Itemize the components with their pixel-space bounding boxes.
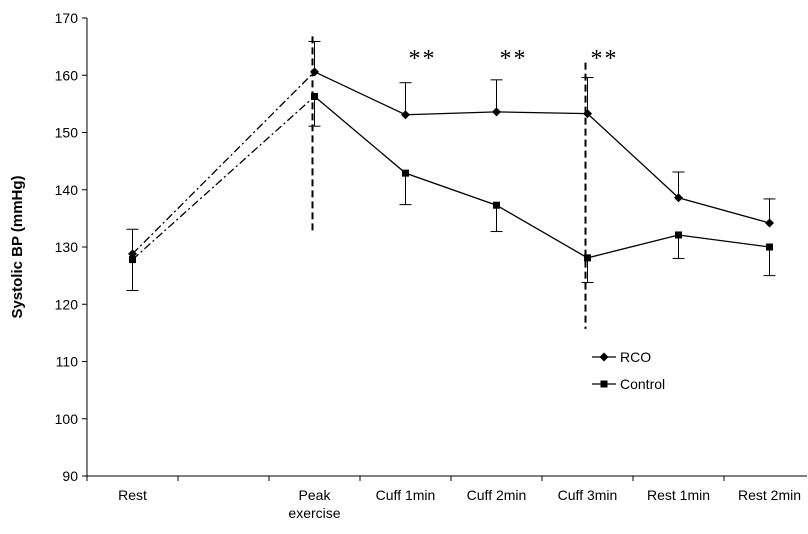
x-tick-label: Rest 2min: [738, 487, 801, 503]
y-tick-label: 140: [55, 182, 79, 198]
legend-label: Control: [620, 376, 665, 392]
y-tick-label: 100: [55, 411, 79, 427]
series-line-control: [314, 95, 770, 259]
rest-to-peak-connector: [132, 71, 315, 255]
data-point-rco: [674, 193, 683, 203]
x-tick-label: Peak: [299, 487, 332, 503]
x-tick-label: exercise: [288, 505, 340, 521]
legend-marker: [600, 380, 608, 388]
series-line-rco: [314, 71, 770, 224]
y-tick-label: 90: [62, 468, 78, 484]
legend-label: RCO: [620, 349, 651, 365]
y-tick-label: 150: [55, 125, 79, 141]
data-point-control: [675, 231, 682, 239]
data-point-rco: [765, 218, 774, 228]
y-axis-title: Systolic BP (mmHg): [9, 175, 26, 318]
rest-to-peak-connector: [132, 95, 315, 261]
data-point-rco: [401, 110, 410, 120]
data-point-rco: [492, 107, 501, 117]
significance-annotation: **: [591, 46, 619, 72]
data-point-control: [493, 201, 500, 209]
y-tick-label: 130: [55, 239, 79, 255]
x-tick-label: Cuff 2min: [467, 487, 527, 503]
plot-area: 90 100 110 120 130 140 150 160 170 Rest Peak exerci…: [9, 10, 807, 521]
x-tick-label: Rest: [118, 487, 147, 503]
data-point-control: [766, 243, 773, 251]
data-point-rco: [583, 109, 592, 119]
data-point-rco: [310, 67, 319, 77]
significance-annotation: **: [500, 46, 528, 72]
x-tick-label: Cuff 3min: [558, 487, 618, 503]
y-tick-label: 120: [55, 296, 79, 312]
significance-annotation: **: [409, 46, 437, 72]
y-tick-label: 170: [55, 10, 79, 26]
data-point-control: [129, 256, 136, 264]
y-tick-label: 160: [55, 67, 79, 83]
x-tick-label: Cuff 1min: [376, 487, 436, 503]
data-point-control: [311, 92, 318, 100]
x-tick-label: Rest 1min: [647, 487, 710, 503]
y-tick-label: 110: [56, 354, 79, 370]
data-point-control: [584, 254, 591, 262]
data-point-control: [402, 169, 409, 177]
legend-marker: [599, 352, 609, 362]
